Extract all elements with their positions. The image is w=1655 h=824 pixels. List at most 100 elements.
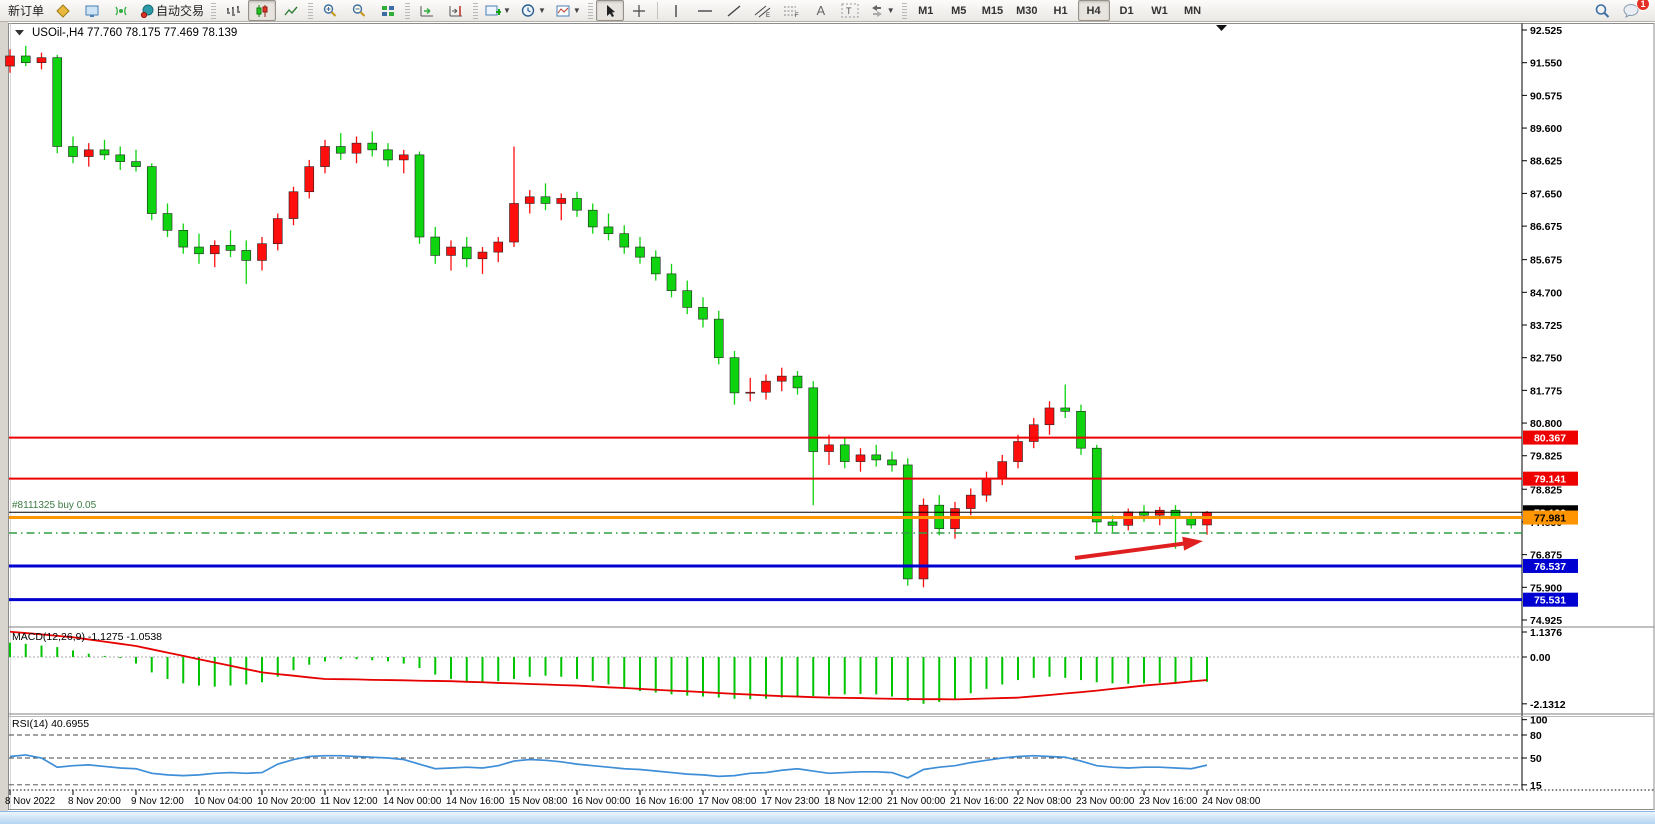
crosshair-button[interactable] bbox=[625, 0, 653, 21]
svg-text:84.700: 84.700 bbox=[1530, 287, 1562, 299]
vertical-line-button[interactable] bbox=[662, 0, 690, 21]
horizontal-line-button[interactable] bbox=[691, 0, 719, 21]
price-badge bbox=[1523, 592, 1578, 607]
candle-body bbox=[1060, 407, 1071, 412]
caret-down-icon: ▼ bbox=[537, 6, 546, 15]
market-watch-icon-button[interactable] bbox=[78, 0, 106, 21]
macd-label: MACD(12,26,9) -1.1275 -1.0538 bbox=[12, 631, 162, 643]
macd-signal-line bbox=[9, 630, 1208, 701]
new-order-button[interactable]: 新订单 bbox=[8, 4, 45, 18]
tile-windows-button[interactable] bbox=[374, 0, 402, 21]
timeframe-w1[interactable]: W1 bbox=[1151, 4, 1168, 17]
timeframe-d1[interactable]: D1 bbox=[1119, 4, 1134, 17]
svg-text:83.725: 83.725 bbox=[1530, 320, 1562, 332]
label-tool-button[interactable]: T bbox=[836, 0, 864, 21]
templates-icon bbox=[556, 5, 570, 16]
candle-body bbox=[257, 243, 267, 261]
candle-body bbox=[1013, 441, 1023, 462]
trend-arrow[interactable] bbox=[1074, 536, 1203, 560]
candle-body bbox=[383, 149, 393, 161]
line-chart-button[interactable] bbox=[277, 0, 305, 21]
candle-body bbox=[477, 251, 488, 260]
equidistant-channel-button[interactable]: E bbox=[749, 0, 777, 21]
toolbar-grip bbox=[211, 2, 217, 19]
autotrading-icon bbox=[140, 4, 154, 18]
chart-window[interactable]: USOil-,H4 77.760 78.175 77.469 78.139 92.… bbox=[0, 22, 1655, 811]
text-tool-button[interactable]: A bbox=[816, 3, 826, 18]
trendline-icon bbox=[727, 4, 741, 17]
time-label: 10 Nov 20:00 bbox=[257, 796, 316, 807]
candle-body bbox=[745, 391, 756, 394]
bar-chart-button[interactable] bbox=[219, 0, 247, 21]
chart-canvas[interactable]: USOil-,H4 77.760 78.175 77.469 78.139 92.… bbox=[0, 22, 1655, 811]
metaeditor-icon-button[interactable] bbox=[49, 0, 77, 21]
metaeditor-icon bbox=[56, 3, 70, 18]
svg-text:1.1376: 1.1376 bbox=[1530, 627, 1562, 639]
timeframe-m1[interactable]: M1 bbox=[918, 4, 934, 17]
candle-body bbox=[824, 444, 834, 452]
candle-body bbox=[414, 154, 425, 238]
svg-text:85.675: 85.675 bbox=[1530, 255, 1562, 267]
timeframe-h4[interactable]: H4 bbox=[1077, 0, 1110, 21]
candle-body bbox=[493, 241, 504, 253]
collapsed-marker-icon[interactable] bbox=[1216, 25, 1227, 31]
window-left-frame bbox=[0, 22, 8, 811]
svg-text:92.525: 92.525 bbox=[1530, 25, 1562, 37]
candle-body bbox=[398, 154, 409, 161]
time-label: 15 Nov 08:00 bbox=[509, 796, 568, 807]
notification-count-badge: 1 bbox=[1636, 0, 1650, 11]
timeframe-m30[interactable]: M30 bbox=[1016, 4, 1038, 17]
templates-button[interactable]: ▼ bbox=[551, 0, 585, 21]
price-badge-label: 75.531 bbox=[1534, 595, 1566, 607]
status-bar bbox=[0, 811, 1655, 824]
zoom-in-button[interactable] bbox=[316, 0, 344, 21]
candle-body bbox=[178, 229, 189, 248]
price-badge-label: 79.141 bbox=[1534, 474, 1566, 486]
svg-text:74.925: 74.925 bbox=[1530, 615, 1562, 627]
candle-body bbox=[162, 213, 173, 231]
svg-text:-2.1312: -2.1312 bbox=[1530, 699, 1566, 711]
rsi-label: RSI(14) 40.6955 bbox=[12, 718, 89, 730]
candlestick-chart-button[interactable] bbox=[248, 0, 277, 21]
rsi-line bbox=[9, 754, 1208, 779]
svg-text:82.750: 82.750 bbox=[1530, 353, 1562, 365]
candle-body bbox=[20, 55, 31, 63]
zoom-out-button[interactable] bbox=[345, 0, 373, 21]
time-label: 22 Nov 08:00 bbox=[1013, 796, 1072, 807]
candle-body bbox=[635, 246, 645, 258]
auto-scroll-button[interactable] bbox=[413, 0, 441, 21]
signals-icon-button[interactable] bbox=[107, 0, 135, 21]
svg-text:0.00: 0.00 bbox=[1530, 652, 1551, 664]
candle-body bbox=[304, 166, 315, 193]
horizontal-line-icon bbox=[697, 9, 712, 12]
timeframe-h1[interactable]: H1 bbox=[1053, 4, 1068, 17]
toolbar-grip bbox=[308, 2, 314, 19]
search-button[interactable] bbox=[1588, 0, 1616, 21]
candle-body bbox=[729, 357, 740, 394]
time-label: 21 Nov 00:00 bbox=[887, 796, 946, 807]
timeframe-m5[interactable]: M5 bbox=[951, 4, 967, 17]
periods-button[interactable]: ▼ bbox=[516, 0, 550, 21]
chart-shift-button[interactable] bbox=[442, 0, 470, 21]
zoom-in-icon bbox=[323, 4, 337, 17]
time-label: 23 Nov 00:00 bbox=[1076, 796, 1135, 807]
indicators-plus-icon bbox=[485, 5, 502, 15]
cursor-button[interactable] bbox=[595, 0, 624, 21]
indicators-button[interactable]: ▼ bbox=[481, 0, 515, 21]
notifications-button[interactable]: 1 bbox=[1617, 0, 1650, 21]
candle-body bbox=[115, 154, 126, 162]
bar-chart-icon bbox=[227, 5, 241, 16]
svg-text:100: 100 bbox=[1530, 715, 1548, 727]
timeframe-mn[interactable]: MN bbox=[1183, 4, 1202, 17]
arrows-tool-button[interactable]: ▼ bbox=[865, 0, 899, 21]
chart-dropdown-icon[interactable] bbox=[15, 30, 24, 36]
candle-body bbox=[1186, 518, 1197, 526]
candle-body bbox=[83, 149, 94, 157]
time-label: 18 Nov 12:00 bbox=[824, 796, 883, 807]
trendline-button[interactable] bbox=[720, 0, 748, 21]
timeframe-m15[interactable]: M15 bbox=[981, 4, 1004, 17]
fibonacci-button[interactable]: F bbox=[778, 0, 806, 21]
search-icon bbox=[1595, 3, 1609, 18]
autotrading-button[interactable]: 自动交易 bbox=[136, 0, 208, 21]
svg-text:78.825: 78.825 bbox=[1530, 484, 1562, 496]
